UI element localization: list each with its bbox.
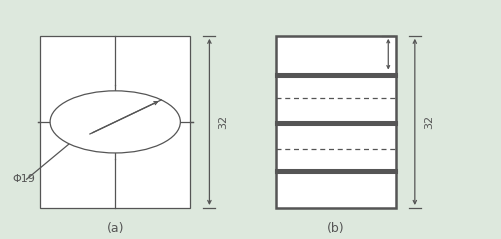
Text: 32: 32 [424,115,434,129]
Bar [276,36,396,208]
Text: 32: 32 [218,115,228,129]
Text: Φ19: Φ19 [13,174,36,184]
Circle shape [50,91,180,153]
Text: (b): (b) [327,222,345,235]
Text: (a): (a) [107,222,124,235]
Bar [40,36,190,208]
